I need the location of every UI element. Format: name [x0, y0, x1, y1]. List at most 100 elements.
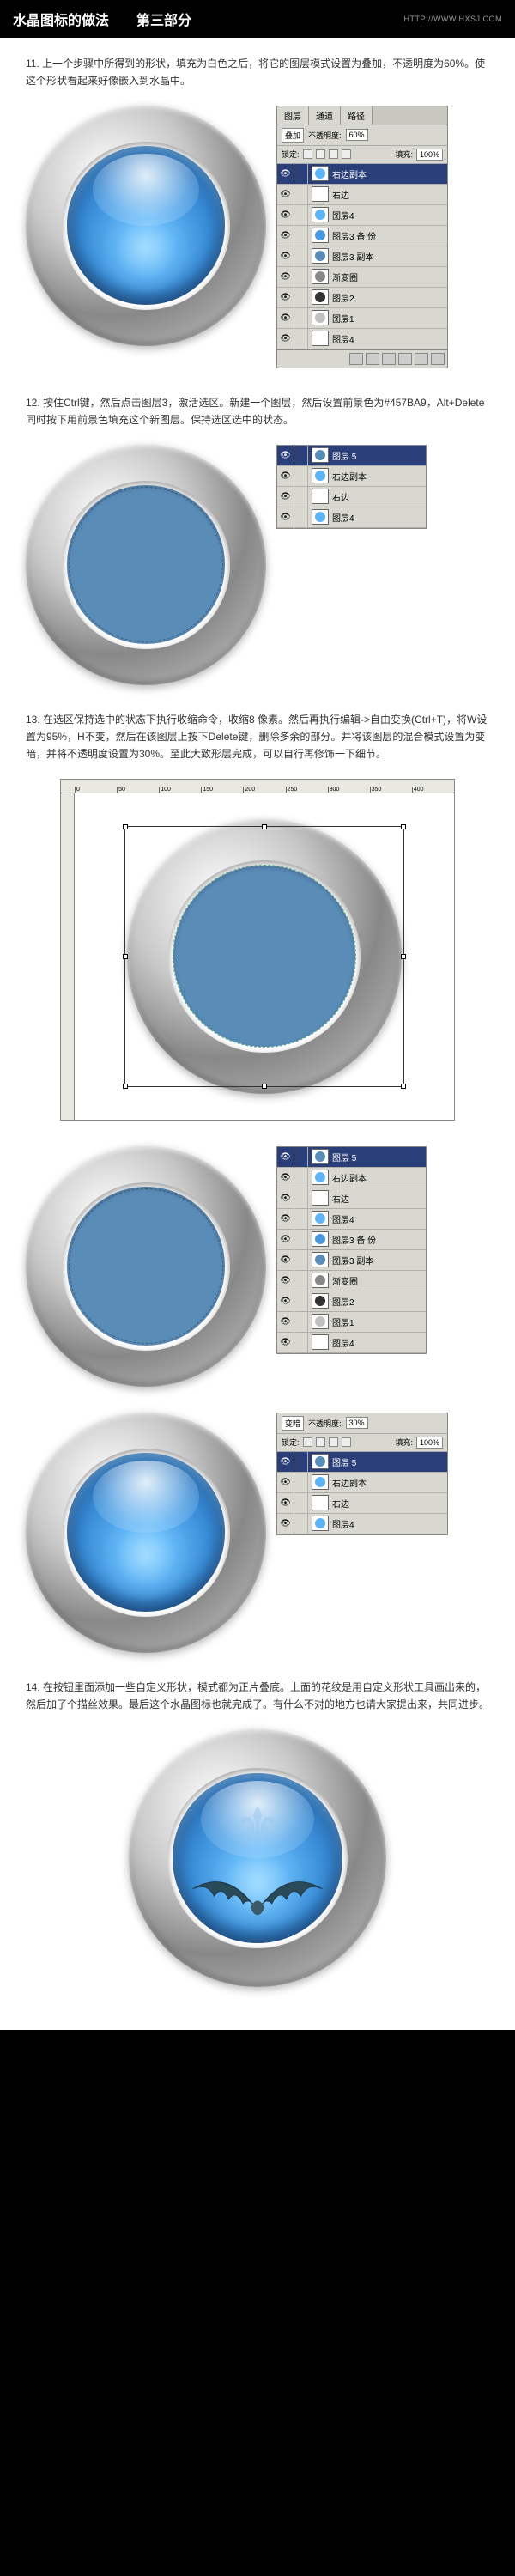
tab-paths[interactable]: 路径 [341, 106, 373, 125]
opacity-value[interactable]: 60% [346, 129, 368, 141]
link-col [294, 246, 308, 266]
lock-transparency-icon[interactable] [303, 1437, 312, 1447]
layer-name: 渐变圈 [332, 270, 358, 283]
layer-row[interactable]: 👁右边副本 [277, 1168, 426, 1188]
tab-channels[interactable]: 通道 [309, 106, 341, 125]
link-col [294, 1209, 308, 1229]
transform-handle[interactable] [401, 824, 406, 829]
layer-row[interactable]: 👁图层4 [277, 205, 447, 226]
layer-thumbnail [312, 1252, 329, 1267]
visibility-eye-icon[interactable]: 👁 [277, 487, 294, 507]
new-group-icon[interactable] [398, 353, 412, 365]
page-container: 水晶图标的做法 第三部分 HTTP://WWW.HXSJ.COM 11. 上一个… [0, 0, 515, 2030]
visibility-eye-icon[interactable]: 👁 [277, 185, 294, 204]
visibility-eye-icon[interactable]: 👁 [277, 1312, 294, 1332]
visibility-eye-icon[interactable]: 👁 [277, 288, 294, 307]
layer-row[interactable]: 👁图层4 [277, 1333, 426, 1353]
layer-row[interactable]: 👁右边副本 [277, 466, 426, 487]
lock-pixels-icon[interactable] [316, 149, 325, 159]
transform-handle[interactable] [123, 954, 128, 959]
layer-row[interactable]: 👁 渐变圈 [277, 267, 447, 288]
visibility-eye-icon[interactable]: 👁 [277, 1473, 294, 1492]
layer-row[interactable]: 👁图层3 备 份 [277, 226, 447, 246]
layer-name: 图层1 [332, 312, 354, 325]
layer-row[interactable]: 👁渐变圈 [277, 1271, 426, 1291]
new-layer-icon[interactable] [415, 353, 428, 365]
blend-mode-select[interactable]: 叠加 [282, 128, 304, 143]
layer-row[interactable]: 👁图层4 [277, 507, 426, 528]
layer-row[interactable]: 👁图层2 [277, 1291, 426, 1312]
layer-row[interactable]: 👁右边 [277, 1493, 447, 1514]
opacity-value[interactable]: 30% [346, 1417, 368, 1429]
blend-mode-select[interactable]: 变暗 [282, 1416, 304, 1431]
layer-row[interactable]: 👁图层 5 [277, 1452, 447, 1473]
layer-row[interactable]: 👁图层 5 [277, 446, 426, 466]
layer-row[interactable]: 👁右边 [277, 1188, 426, 1209]
transform-handle[interactable] [262, 1084, 267, 1089]
layer-row[interactable]: 👁右边 [277, 185, 447, 205]
visibility-eye-icon[interactable]: 👁 [277, 1188, 294, 1208]
tab-layers[interactable]: 图层 [277, 106, 309, 125]
visibility-eye-icon[interactable]: 👁 [277, 226, 294, 246]
lock-pixels-icon[interactable] [316, 1437, 325, 1447]
visibility-eye-icon[interactable]: 👁 [277, 1333, 294, 1352]
lock-all-icon[interactable] [342, 149, 351, 159]
visibility-eye-icon[interactable]: 👁 [277, 246, 294, 266]
layer-row[interactable]: 👁图层3 备 份 [277, 1230, 426, 1250]
transform-handle[interactable] [401, 954, 406, 959]
layer-style-icon[interactable] [366, 353, 379, 365]
visibility-eye-icon[interactable]: 👁 [277, 466, 294, 486]
transform-handle[interactable] [401, 1084, 406, 1089]
visibility-eye-icon[interactable]: 👁 [277, 329, 294, 349]
fill-value[interactable]: 100% [416, 149, 443, 161]
layer-thumbnail [312, 468, 329, 483]
layer-thumbnail [312, 1474, 329, 1490]
visibility-eye-icon[interactable]: 👁 [277, 1209, 294, 1229]
visibility-eye-icon[interactable]: 👁 [277, 205, 294, 225]
layer-row[interactable]: 👁 图层1 [277, 308, 447, 329]
visibility-eye-icon[interactable]: 👁 [277, 1493, 294, 1513]
layer-mask-icon[interactable] [382, 353, 396, 365]
transform-handle[interactable] [123, 824, 128, 829]
step-13b-row: 👁图层 5👁右边副本👁右边👁图层4👁图层3 备 份👁图层3 副本👁渐变圈👁图层2… [26, 1146, 489, 1387]
layer-row[interactable]: 👁右边副本 [277, 164, 447, 185]
layer-row[interactable]: 👁图层3 副本 [277, 246, 447, 267]
free-transform-box[interactable] [124, 826, 404, 1087]
visibility-eye-icon[interactable]: 👁 [277, 1250, 294, 1270]
lock-position-icon[interactable] [329, 149, 338, 159]
layer-row[interactable]: 👁图层 5 [277, 1147, 426, 1168]
visibility-eye-icon[interactable]: 👁 [277, 1291, 294, 1311]
layer-row[interactable]: 👁图层4 [277, 1209, 426, 1230]
layer-row[interactable]: 👁图层4 [277, 329, 447, 349]
link-layers-icon[interactable] [349, 353, 363, 365]
layer-row[interactable]: 👁图层3 副本 [277, 1250, 426, 1271]
layer-row[interactable]: 👁右边副本 [277, 1473, 447, 1493]
layer-row[interactable]: 👁右边 [277, 487, 426, 507]
visibility-eye-icon[interactable]: 👁 [277, 164, 294, 184]
layer-row[interactable]: 👁图层1 [277, 1312, 426, 1333]
link-col [294, 226, 308, 246]
lock-transparency-icon[interactable] [303, 149, 312, 159]
layer-row[interactable]: 👁图层4 [277, 1514, 447, 1534]
fill-value[interactable]: 100% [416, 1437, 443, 1449]
visibility-eye-icon[interactable]: 👁 [277, 1514, 294, 1534]
visibility-eye-icon[interactable]: 👁 [277, 446, 294, 465]
visibility-eye-icon[interactable]: 👁 [277, 1147, 294, 1167]
layers-panel-1: 图层 通道 路径 叠加 不透明度: 60% 锁定: 填充: 100% [276, 106, 448, 368]
transform-handle[interactable] [262, 824, 267, 829]
layer-thumbnail [312, 1190, 329, 1206]
visibility-eye-icon[interactable]: 👁 [277, 1230, 294, 1249]
visibility-eye-icon[interactable]: 👁 [277, 308, 294, 328]
transform-handle[interactable] [123, 1084, 128, 1089]
step-14-row: ⚜ [26, 1729, 489, 1987]
lock-position-icon[interactable] [329, 1437, 338, 1447]
delete-layer-icon[interactable] [431, 353, 445, 365]
visibility-eye-icon[interactable]: 👁 [277, 1271, 294, 1291]
visibility-eye-icon[interactable]: 👁 [277, 1452, 294, 1472]
lock-all-icon[interactable] [342, 1437, 351, 1447]
link-col [294, 446, 308, 465]
visibility-eye-icon[interactable]: 👁 [277, 1168, 294, 1188]
visibility-eye-icon[interactable]: 👁 [277, 507, 294, 527]
visibility-eye-icon[interactable]: 👁 [277, 267, 294, 287]
layer-row[interactable]: 👁图层2 [277, 288, 447, 308]
